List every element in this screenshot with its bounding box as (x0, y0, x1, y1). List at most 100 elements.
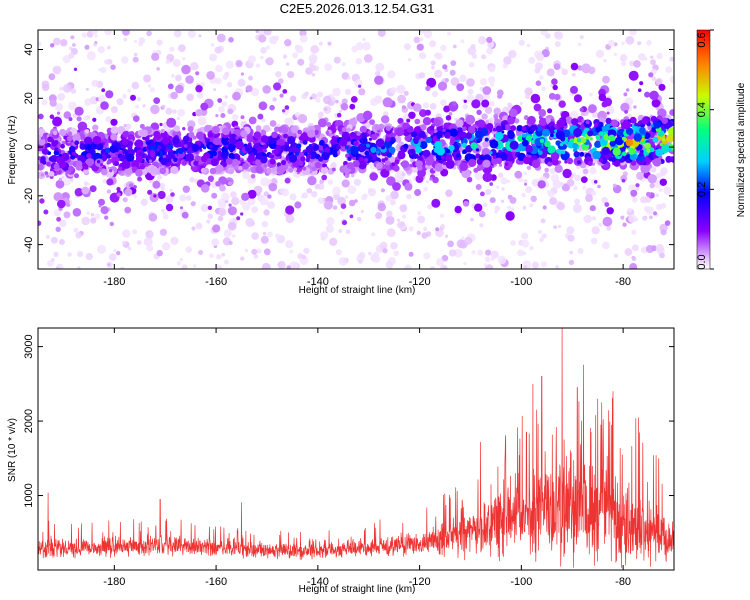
heatmap-cell (529, 245, 534, 251)
heatmap-cell (209, 53, 218, 62)
heatmap-cell (371, 232, 376, 237)
heatmap-cell (182, 127, 186, 131)
heatmap-cell (337, 196, 346, 206)
heatmap-cell (74, 106, 84, 116)
heatmap-cell (352, 160, 360, 168)
heatmap-cell (159, 167, 167, 175)
heatmap-cell (147, 189, 153, 195)
heatmap-cell (50, 43, 55, 48)
heatmap-cell (74, 173, 79, 179)
heatmap-cell (622, 222, 627, 227)
heatmap-cell (495, 157, 503, 164)
heatmap-cell (521, 239, 530, 248)
heatmap-cell (359, 125, 367, 133)
heatmap-cell (647, 174, 657, 184)
heatmap-cell (489, 139, 499, 149)
heatmap-cell (490, 250, 499, 259)
heatmap-cell (637, 120, 642, 126)
heatmap-cell (463, 99, 467, 104)
heatmap-cell (385, 136, 391, 142)
heatmap-cell (648, 72, 654, 78)
heatmap-cell (357, 217, 362, 222)
heatmap-cell (519, 102, 523, 105)
heatmap-cell (591, 111, 599, 118)
heatmap-cell (649, 90, 659, 101)
heatmap-cell (149, 151, 156, 158)
heatmap-cell (470, 44, 476, 50)
heatmap-cell (474, 120, 480, 126)
heatmap-cell (476, 109, 482, 116)
heatmap-cell (497, 255, 507, 265)
heatmap-cell (629, 30, 637, 36)
heatmap-cell (403, 43, 411, 51)
heatmap-cell (340, 203, 347, 209)
heatmap-cell (423, 252, 431, 260)
heatmap-cell (98, 198, 105, 206)
heatmap-cell (406, 118, 411, 123)
heatmap-cell (362, 37, 366, 42)
heatmap-cell (621, 120, 631, 130)
heatmap-cell (621, 151, 627, 156)
heatmap-cell (602, 216, 613, 227)
heatmap-cell (429, 40, 437, 48)
heatmap-cell (427, 204, 433, 210)
heatmap-cell (425, 158, 434, 166)
heatmap-cell (489, 197, 496, 204)
heatmap-cell (181, 211, 189, 219)
heatmap-cell (369, 172, 379, 181)
heatmap-cell (665, 66, 673, 74)
spectrogram-frame (37, 29, 675, 270)
heatmap-cell (638, 53, 646, 61)
heatmap-cell (380, 188, 385, 193)
heatmap-cell (70, 178, 74, 182)
heatmap-cell (482, 140, 490, 148)
heatmap-cell (601, 146, 611, 155)
heatmap-cell (349, 214, 354, 219)
heatmap-cell (52, 130, 58, 136)
heatmap-cell (195, 155, 201, 161)
heatmap-cell (261, 262, 271, 269)
heatmap-cell (296, 143, 302, 149)
heatmap-cell (430, 60, 436, 66)
heatmap-cell (591, 216, 597, 221)
heatmap-cell (251, 248, 258, 255)
heatmap-cell (314, 161, 322, 169)
heatmap-cell (614, 136, 624, 146)
heatmap-cell (358, 161, 367, 170)
heatmap-cell (466, 94, 475, 103)
heatmap-cell (255, 165, 263, 174)
colorbar-tick-label: 0.0 (696, 254, 708, 269)
heatmap-cell (120, 266, 125, 269)
heatmap-cell (59, 128, 67, 137)
heatmap-cell (182, 185, 190, 193)
snr-x-axis: -180 -160 -140 -120 -100 -80 (103, 328, 631, 588)
heatmap-cell (525, 186, 533, 194)
heatmap-cell (632, 197, 638, 203)
heatmap-cell (221, 146, 228, 153)
heatmap-cell (496, 185, 500, 189)
heatmap-cell (100, 101, 109, 110)
heatmap-cell (57, 199, 66, 209)
heatmap-cell (143, 74, 152, 83)
heatmap-cell (507, 131, 515, 140)
heatmap-cell (165, 203, 174, 212)
heatmap-cell (200, 102, 209, 111)
heatmap-cell (655, 77, 663, 86)
heatmap-cell (424, 109, 431, 116)
heatmap-cell (659, 252, 665, 259)
heatmap-cell (329, 237, 338, 246)
heatmap-cell (320, 166, 329, 175)
heatmap-cell (51, 141, 58, 147)
heatmap-cell (613, 253, 619, 258)
heatmap-cell (185, 75, 194, 84)
heatmap-cell (304, 152, 308, 156)
heatmap-cell (122, 229, 131, 238)
heatmap-cell (161, 208, 165, 213)
heatmap-cell (217, 198, 227, 207)
heatmap-cell (134, 39, 138, 44)
heatmap-cell (302, 140, 308, 145)
heatmap-cell (508, 108, 518, 118)
heatmap-cell (431, 198, 441, 208)
heatmap-cell (288, 154, 298, 163)
heatmap-cell (571, 73, 576, 77)
